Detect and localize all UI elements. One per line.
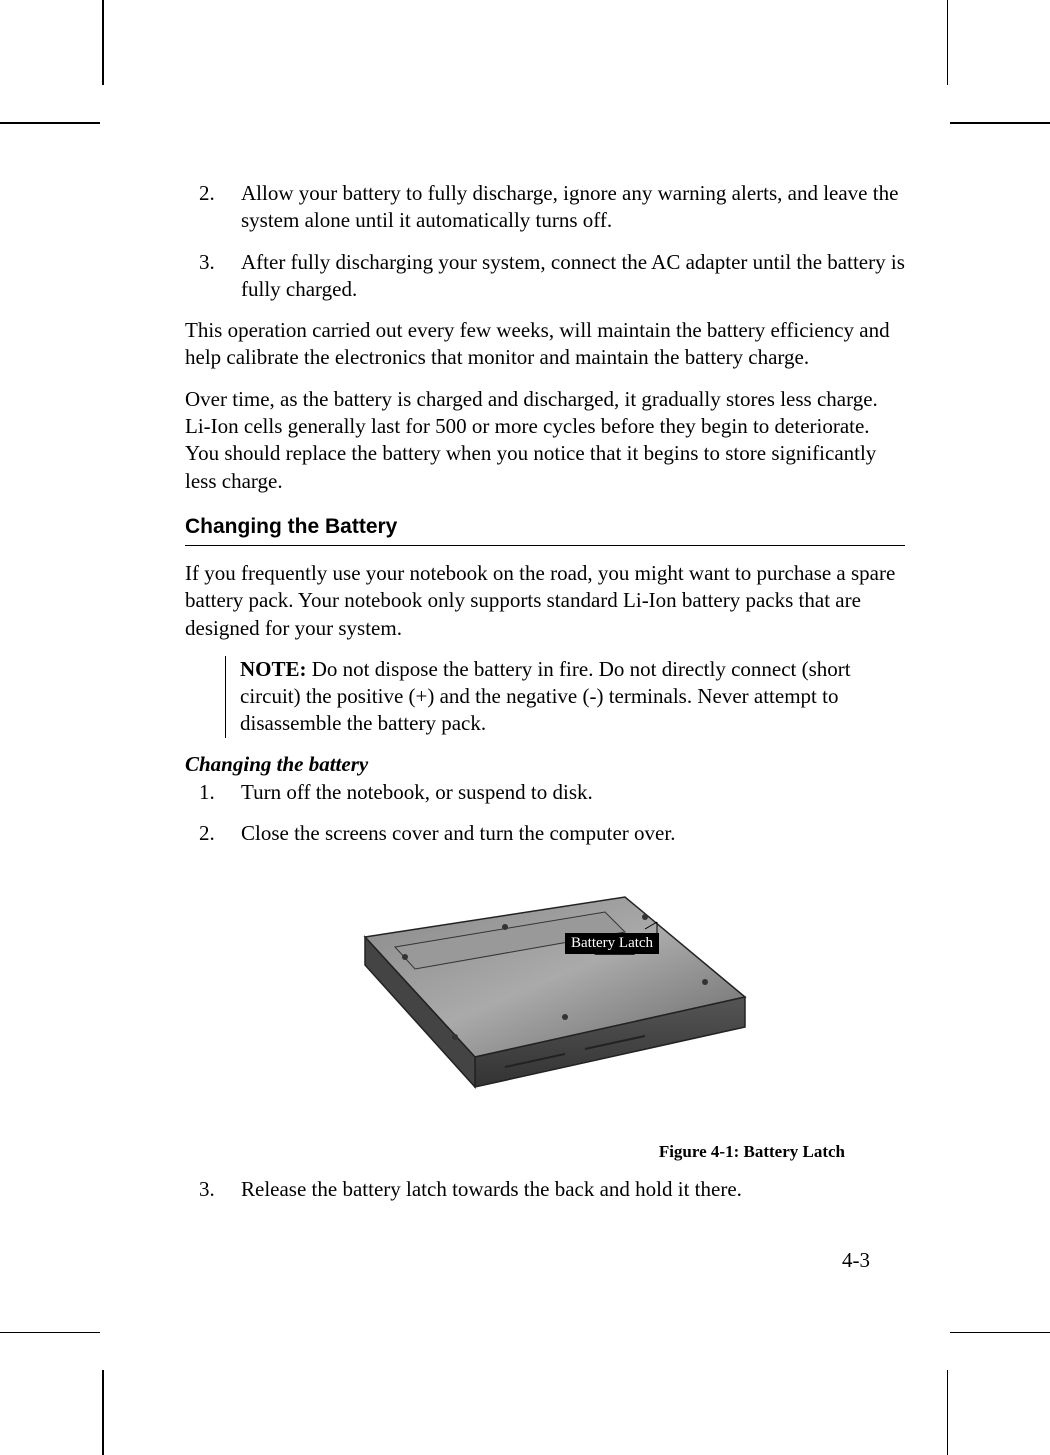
crop-mark	[102, 1370, 104, 1455]
note-label: NOTE:	[240, 657, 307, 681]
list-text: Allow your battery to fully discharge, i…	[241, 181, 898, 232]
page-content: 2. Allow your battery to fully discharge…	[185, 180, 905, 1218]
paragraph: This operation carried out every few wee…	[185, 317, 905, 372]
list-number: 2.	[199, 820, 215, 847]
list-item: 3. Release the battery latch towards the…	[185, 1176, 905, 1203]
list-number: 2.	[199, 180, 215, 207]
numbered-list-2-cont: 3. Release the battery latch towards the…	[185, 1176, 905, 1203]
page-number: 4-3	[842, 1248, 870, 1273]
numbered-list-1: 2. Allow your battery to fully discharge…	[185, 180, 905, 303]
note-text: Do not dispose the battery in fire. Do n…	[240, 657, 851, 736]
list-text: Release the battery latch towards the ba…	[241, 1177, 742, 1201]
list-number: 3.	[199, 1176, 215, 1203]
list-text: After fully discharging your system, con…	[241, 250, 905, 301]
list-number: 1.	[199, 779, 215, 806]
figure-caption: Figure 4-1: Battery Latch	[185, 1142, 905, 1162]
list-number: 3.	[199, 249, 215, 276]
figure: Battery Latch	[185, 867, 905, 1132]
paragraph: Over time, as the battery is charged and…	[185, 386, 905, 495]
list-item: 2. Close the screens cover and turn the …	[185, 820, 905, 847]
list-item: 1. Turn off the notebook, or suspend to …	[185, 779, 905, 806]
crop-mark	[947, 1370, 949, 1455]
subsection-heading: Changing the battery	[185, 752, 905, 777]
crop-mark	[102, 0, 104, 85]
paragraph: If you frequently use your notebook on t…	[185, 560, 905, 642]
list-item: 3. After fully discharging your system, …	[185, 249, 905, 304]
crop-mark	[0, 1332, 100, 1334]
callout-label: Battery Latch	[565, 933, 659, 954]
crop-mark	[0, 122, 100, 124]
crop-mark	[947, 0, 949, 85]
list-text: Close the screens cover and turn the com…	[241, 821, 675, 845]
crop-mark	[950, 122, 1050, 124]
list-text: Turn off the notebook, or suspend to dis…	[241, 780, 593, 804]
list-item: 2. Allow your battery to fully discharge…	[185, 180, 905, 235]
note-block: NOTE: Do not dispose the battery in fire…	[225, 656, 905, 738]
laptop-illustration	[305, 867, 785, 1127]
crop-mark	[950, 1332, 1050, 1334]
numbered-list-2: 1. Turn off the notebook, or suspend to …	[185, 779, 905, 848]
section-heading: Changing the Battery	[185, 515, 905, 546]
